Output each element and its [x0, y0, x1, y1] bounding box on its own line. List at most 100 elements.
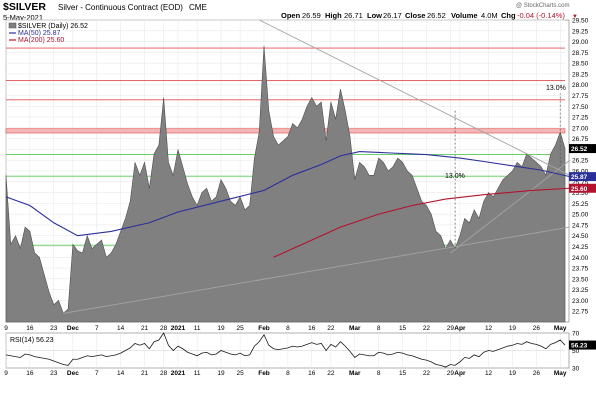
trendline [450, 159, 571, 254]
x-tick-label: 2021 [171, 370, 186, 377]
x-tick-label: 14 [117, 370, 125, 377]
trendlines [63, 19, 571, 314]
y-tick-label: 28.75 [572, 50, 589, 57]
header-symbol: $SILVER [3, 1, 46, 13]
x-tick-label: 19 [217, 325, 225, 332]
x-tick-label: 11 [194, 370, 201, 377]
x-tick-label: 25 [236, 370, 244, 377]
header-exchange: CME [189, 3, 207, 12]
high-value: 26.71 [344, 11, 363, 20]
x-tick-label: Feb [258, 370, 270, 377]
x-tick-label: 8 [377, 325, 381, 332]
y-tick-label: 26.75 [572, 136, 589, 143]
x-tick-label: 23 [50, 370, 58, 377]
resistance-zone [5, 128, 566, 134]
x-tick-label: 15 [399, 370, 407, 377]
y-tick-label: 27.00 [572, 125, 589, 132]
x-tick-label: 21 [141, 370, 149, 377]
y-tick-label: 25.00 [572, 212, 589, 219]
ma200-tag: 25.60 [571, 186, 588, 193]
low-value: 26.17 [383, 11, 402, 20]
x-tick-label: 9 [4, 370, 8, 377]
y-tick-label: 27.25 [572, 115, 589, 122]
x-tick-label: 16 [26, 370, 34, 377]
y-tick-label: 27.75 [572, 93, 589, 100]
chg-value: -0.04 (-0.14%) [517, 11, 565, 20]
legend-ma50: MA(50) 25.87 [18, 30, 61, 37]
x-tick-label: 9 [4, 325, 8, 332]
low-label: Low [367, 11, 382, 20]
x-tick-label: 28 [160, 370, 168, 377]
x-tick-label: Dec [67, 370, 79, 377]
price-tags: 25.87 25.60 26.52 [569, 144, 596, 193]
ma50-tag-bg [569, 172, 596, 182]
legend-ma200: MA(200) 25.60 [18, 37, 64, 44]
volume-label: Volume [451, 11, 478, 20]
x-tick-label: Dec [67, 325, 79, 332]
y-tick-label: 26.25 [572, 158, 589, 165]
x-tick-label: 8 [377, 370, 381, 377]
trendline [259, 19, 570, 176]
x-tick-label: 16 [308, 370, 316, 377]
y-tick-label: 28.25 [572, 71, 589, 78]
rsi-tick-label: 30 [572, 366, 580, 373]
y-tick-label: 24.00 [572, 255, 589, 262]
x-tick-label: 7 [95, 325, 99, 332]
x-tick-label: 26 [533, 370, 541, 377]
header-description: Silver - Continuous Contract (EOD) [58, 3, 183, 12]
y-axis: 22.75 23.00 23.25 23.50 23.75 24.00 24.25 24.50… [572, 18, 589, 316]
percent-markers [454, 93, 561, 249]
x-tick-label: 26 [533, 325, 541, 332]
x-tick-label: 16 [308, 325, 316, 332]
x-tick-label: 23 [50, 325, 58, 332]
y-tick-label: 24.75 [572, 222, 589, 229]
close-label: Close [405, 11, 425, 20]
rsi-tag: 56.23 [571, 343, 588, 350]
y-tick-label: 24.25 [572, 244, 589, 251]
x-tick-label: 12 [485, 325, 493, 332]
x-tick-label: 28 [160, 325, 168, 332]
rsi-grid [5, 332, 565, 369]
y-tick-label: 26.00 [572, 169, 589, 176]
chg-arrow-icon: ▼ [572, 14, 578, 20]
ma200-line [273, 187, 570, 258]
y-tick-label: 23.50 [572, 276, 589, 283]
x-tick-label: 12 [485, 370, 493, 377]
x-tick-label: 19 [509, 325, 517, 332]
open-label: Open [281, 11, 301, 20]
x-tick-label: 16 [26, 325, 34, 332]
rsi-line [5, 332, 566, 368]
y-tick-label: 22.75 [572, 309, 589, 316]
x-tick-label: May [554, 325, 567, 332]
header-date: 5-May-2021 [3, 13, 43, 22]
x-tick-label: 2021 [171, 325, 186, 332]
price-area [5, 45, 566, 323]
x-tick-label: Mar [349, 325, 361, 332]
y-tick-label: 24.50 [572, 233, 589, 240]
close-value: 26.52 [427, 11, 446, 20]
x-tick-label: May [554, 370, 567, 377]
rsi-tick-label: 70 [572, 331, 580, 338]
x-tick-label: 29 [447, 325, 455, 332]
y-tick-label: 23.25 [572, 287, 589, 294]
x-tick-label: Apr [454, 325, 466, 332]
y-tick-label: 23.75 [572, 266, 589, 273]
legend-swatch-price [8, 22, 17, 29]
x-tick-label: Mar [349, 370, 361, 377]
x-tick-label: 14 [117, 325, 125, 332]
ma50-tag: 25.87 [571, 174, 588, 181]
rsi-tag-bg [569, 340, 596, 350]
y-tick-label: 29.25 [572, 28, 589, 35]
trendline [63, 226, 570, 314]
x-tick-label: 22 [327, 370, 335, 377]
x-tick-label: 15 [399, 325, 407, 332]
y-tick-label: 29.50 [572, 18, 589, 25]
y-tick-label: 25.75 [572, 179, 589, 186]
y-tick-label: 29.00 [572, 39, 589, 46]
y-tick-label: 27.50 [572, 104, 589, 111]
high-label: High [325, 11, 342, 20]
ma200-tag-bg [569, 183, 596, 193]
x-tick-label: 19 [509, 370, 517, 377]
rsi-tick-label: 50 [572, 348, 580, 355]
